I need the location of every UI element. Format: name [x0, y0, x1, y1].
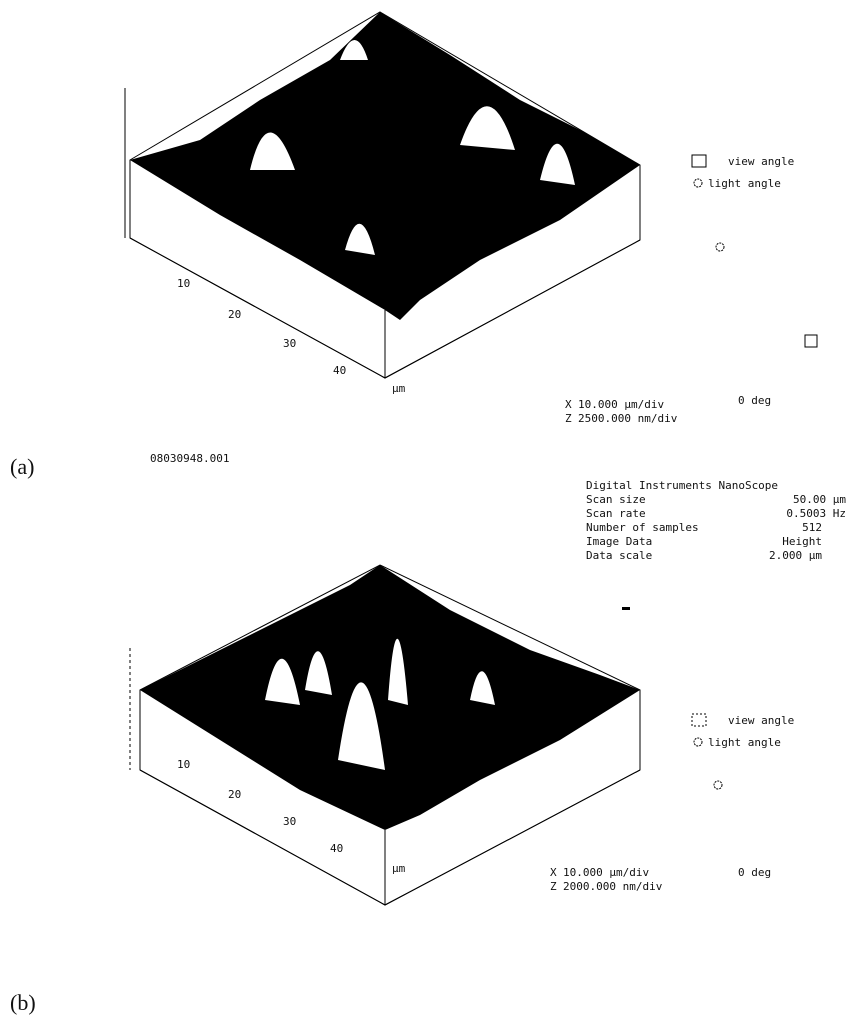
tick: 30: [283, 337, 296, 350]
surface-b: [130, 565, 640, 905]
light-angle: light angle: [708, 177, 781, 190]
z-scale-axis: Z: [565, 412, 572, 425]
tick: 30: [283, 815, 296, 828]
x-scale: 10.000 μm/div: [563, 866, 649, 879]
surface-a: [125, 12, 640, 378]
view-angle: view angle: [728, 155, 794, 168]
figure: 10 20 30 40 μm view angle light angle X …: [0, 0, 848, 1023]
info-title: Digital Instruments NanoScope: [586, 479, 778, 492]
panel-label: (a): [10, 454, 34, 479]
info-value: 0.5003 Hz: [786, 507, 846, 520]
file-name: 08030948.001: [150, 452, 229, 465]
x-scale-axis: X: [565, 398, 572, 411]
info-key: Scan size: [586, 493, 646, 506]
info-key: Scan rate: [586, 507, 646, 520]
info-key: Data scale: [586, 549, 652, 562]
info-value: Height: [782, 535, 822, 548]
unit: μm: [392, 382, 406, 395]
panel-label: (b): [10, 990, 36, 1015]
info-key: Number of samples: [586, 521, 699, 534]
tick: 40: [330, 842, 343, 855]
info-block: Digital Instruments NanoScope Scan size …: [586, 479, 846, 610]
light-angle: light angle: [708, 736, 781, 749]
info-value: 2.000 μm: [769, 549, 822, 562]
z-scale: 2500.000 nm/div: [578, 412, 678, 425]
unit: μm: [392, 862, 406, 875]
info-key: Image Data: [586, 535, 652, 548]
x-scale: 10.000 μm/div: [578, 398, 664, 411]
tick: 10: [177, 758, 190, 771]
view-angle: view angle: [728, 714, 794, 727]
x-scale-axis: X: [550, 866, 557, 879]
z-scale: 2000.000 nm/div: [563, 880, 663, 893]
info-value: 50.00 μm: [793, 493, 846, 506]
rotation: 0 deg: [738, 394, 771, 407]
info-value: 512: [802, 521, 822, 534]
tick: 10: [177, 277, 190, 290]
tick: 20: [228, 308, 241, 321]
tick: 20: [228, 788, 241, 801]
rotation: 0 deg: [738, 866, 771, 879]
z-scale-axis: Z: [550, 880, 557, 893]
tick: 40: [333, 364, 346, 377]
